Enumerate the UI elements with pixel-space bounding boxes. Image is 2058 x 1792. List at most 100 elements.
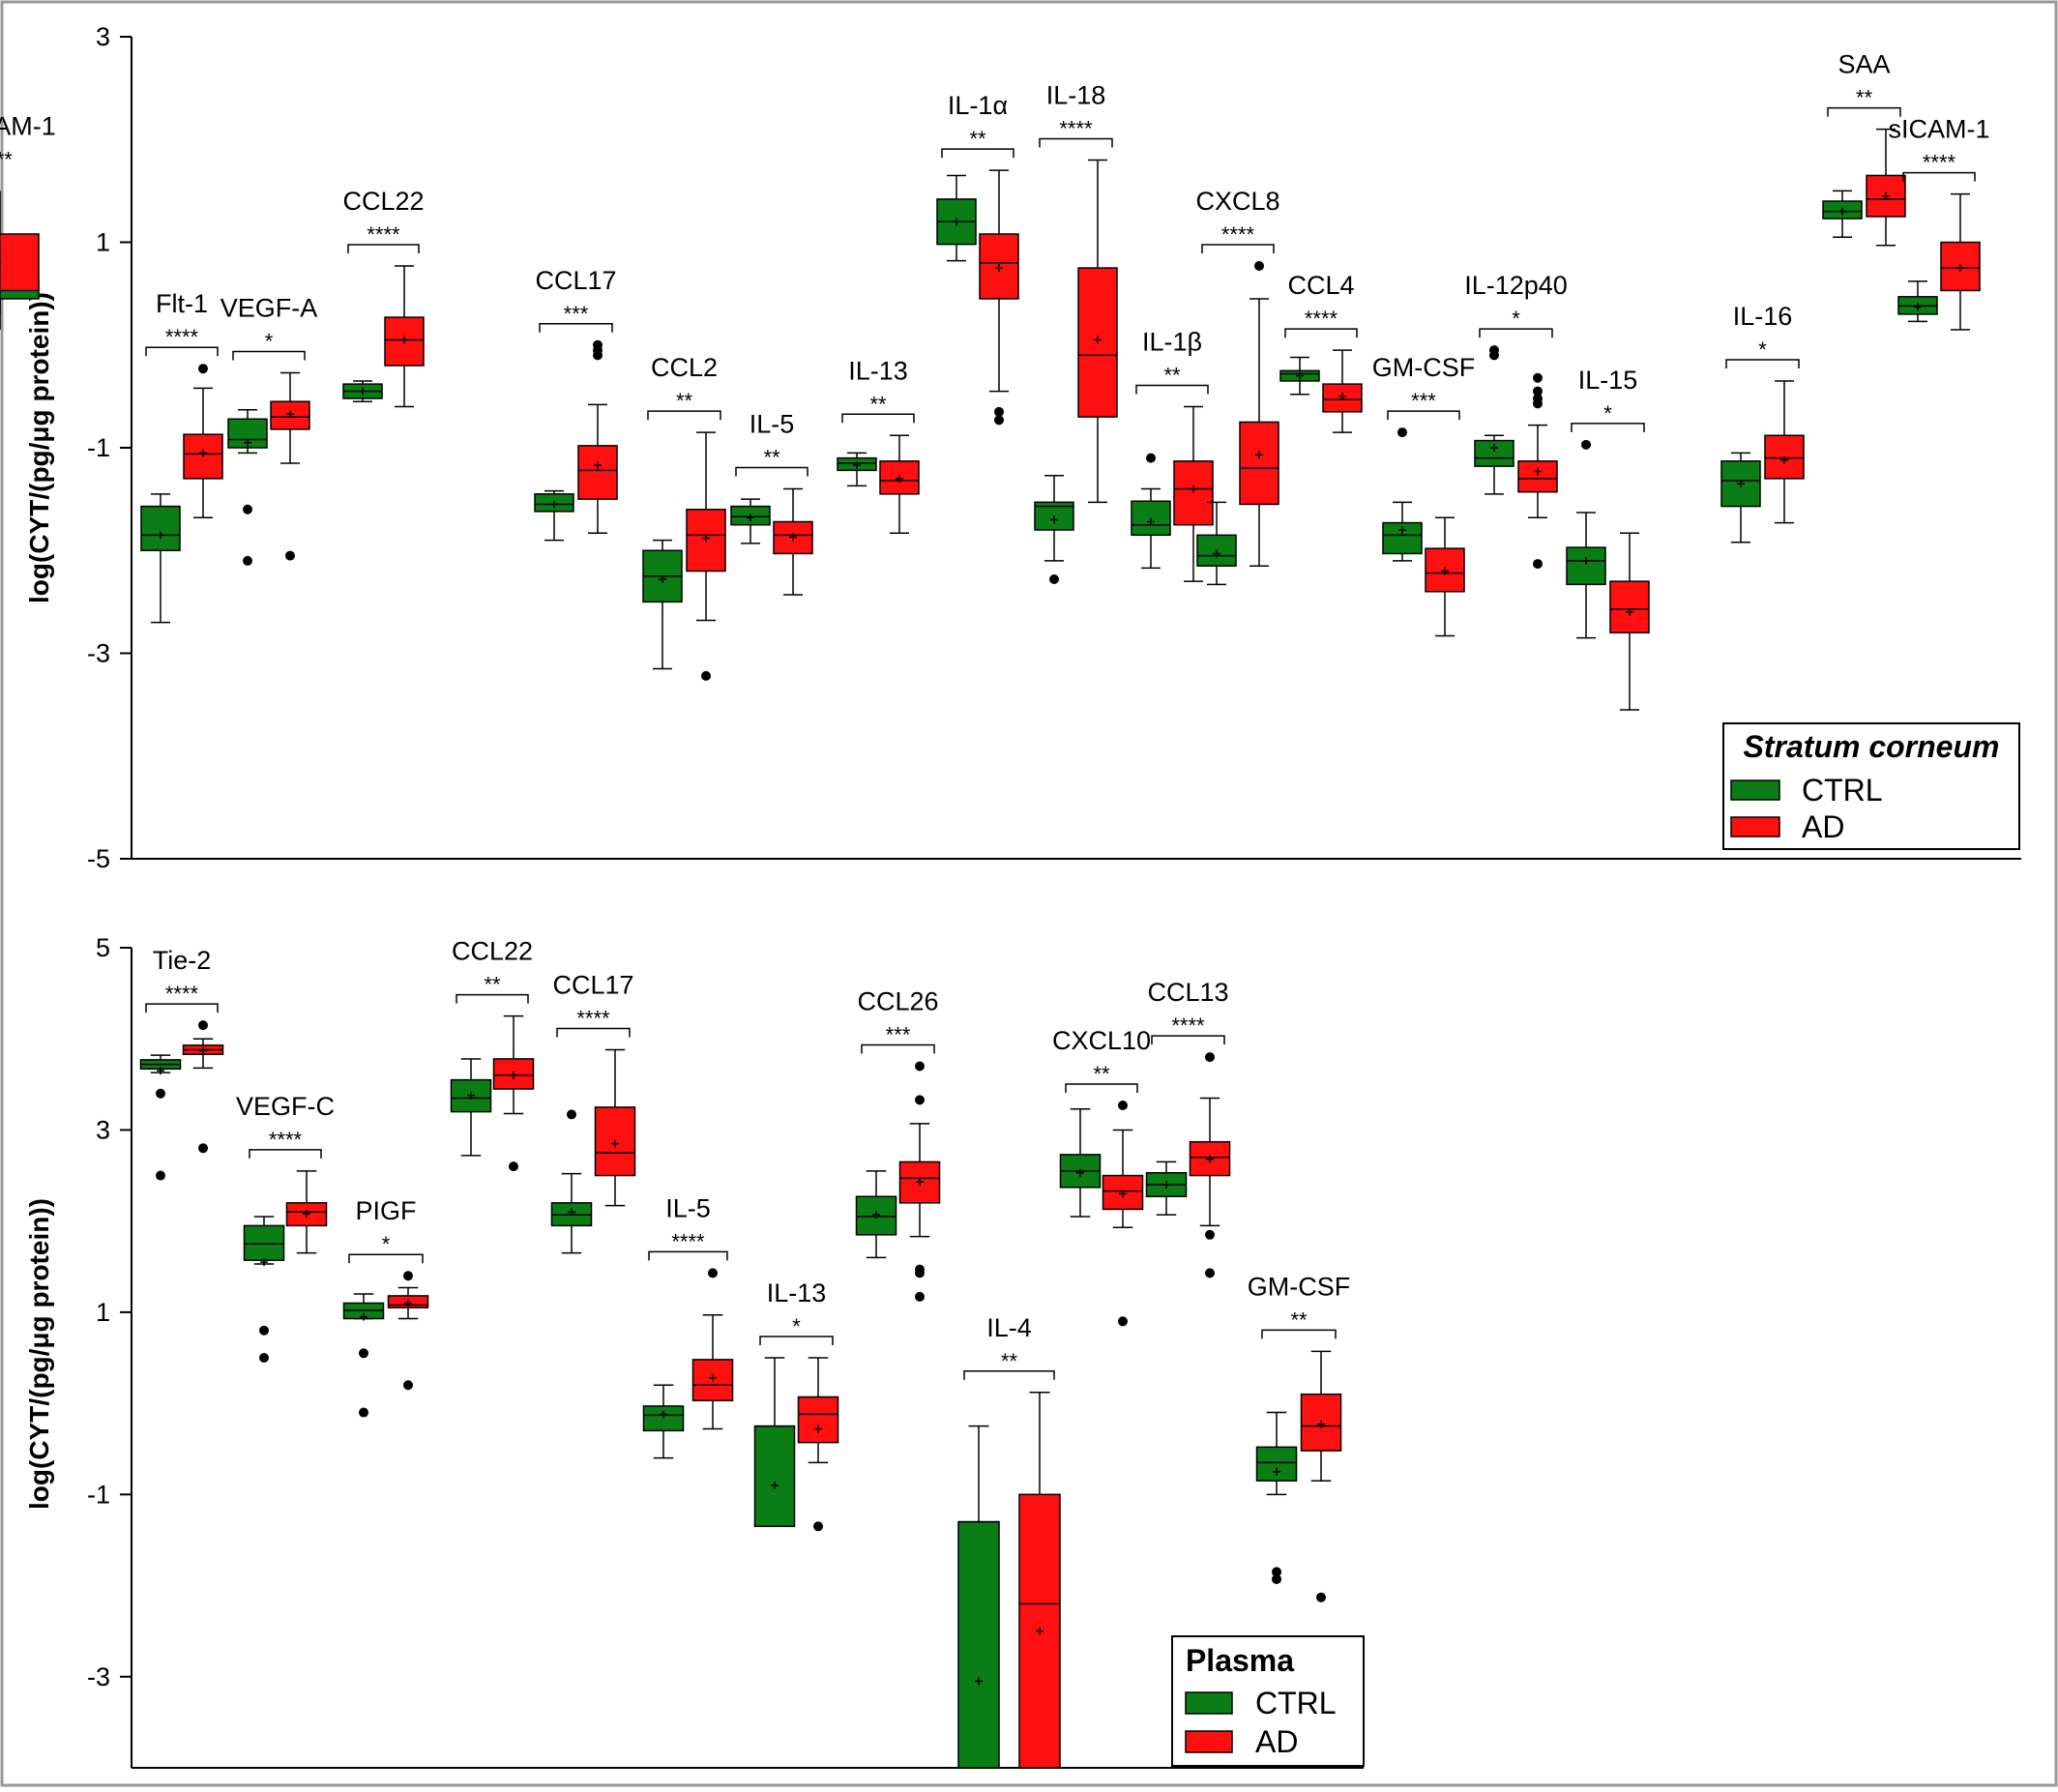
p1-sig-IL-12p40: * IL-12p40 bbox=[1464, 271, 1568, 338]
box-iqr bbox=[1517, 460, 1558, 493]
significance-bracket bbox=[647, 410, 721, 421]
significance-bracket bbox=[539, 323, 613, 333]
p1-box-CCL2-ad bbox=[686, 431, 726, 681]
p2-ytick-label-1: 3 bbox=[96, 1115, 110, 1144]
outlier-point bbox=[198, 1143, 208, 1154]
p2-sig-CCL22: ** CCL22 bbox=[452, 937, 533, 1004]
significance-stars: ** bbox=[1001, 1349, 1018, 1373]
p1-legend-title: Stratum corneum bbox=[1744, 729, 2000, 764]
cytokine-label: CCL4 bbox=[1287, 271, 1354, 300]
p2-box-GM-CSF-ad bbox=[1300, 1350, 1342, 1602]
cytokine-label: sICAM-1 bbox=[1888, 115, 1989, 144]
outlier-point bbox=[1254, 260, 1264, 271]
p2-ytick-label-3: -1 bbox=[87, 1480, 110, 1509]
outlier-point bbox=[198, 364, 208, 374]
significance-stars: *** bbox=[564, 302, 589, 326]
cytokine-label: Flt-1 bbox=[156, 289, 208, 318]
p1-sig-CCL2: ** CCL2 bbox=[647, 353, 721, 421]
cytokine-label: CXCL10 bbox=[1052, 1026, 1151, 1055]
p2-legend-ctrl-label: CTRL bbox=[1255, 1686, 1337, 1720]
significance-bracket bbox=[759, 1336, 834, 1345]
significance-stars: ** bbox=[1856, 86, 1873, 110]
p2-legend-ad-label: AD bbox=[1255, 1724, 1298, 1759]
p1-box-IL-15-ctrl bbox=[1566, 439, 1606, 639]
outlier-point bbox=[1205, 1052, 1215, 1063]
significance-bracket bbox=[1479, 328, 1553, 338]
outlier-point bbox=[1489, 350, 1499, 361]
cytokine-label: PIGF bbox=[355, 1196, 416, 1225]
p1-sig-GM-CSF: *** GM-CSF bbox=[1372, 353, 1475, 421]
outlier-point bbox=[403, 1380, 413, 1391]
p2-box-CCL22-ad bbox=[492, 1014, 535, 1172]
p1-sig-SAA: ** SAA bbox=[1827, 50, 1901, 117]
significance-stars: **** bbox=[165, 325, 199, 349]
p2-box-CCL26-ad bbox=[898, 1061, 941, 1302]
p2-box-Tie-2-ad bbox=[182, 1020, 224, 1154]
outlier-point bbox=[156, 1088, 165, 1099]
p2-sig-CCL26: *** CCL26 bbox=[857, 986, 939, 1054]
significance-stars: * bbox=[265, 329, 274, 353]
p2-y-label: log(CYT/(pg/μg protein)) bbox=[24, 1198, 54, 1510]
p1-box-sVCAM-1-ad bbox=[0, 191, 40, 330]
p1-box-IL-1β-ctrl bbox=[1131, 453, 1171, 570]
p1-sig-IL-1α: ** IL-1α bbox=[941, 91, 1014, 159]
outlier-point bbox=[593, 350, 603, 361]
significance-stars: **** bbox=[1221, 222, 1255, 247]
p1-box-IL-16-ad bbox=[1764, 380, 1805, 524]
p2-sig-GM-CSF: ** GM-CSF bbox=[1248, 1272, 1350, 1339]
box-iqr bbox=[1609, 580, 1650, 633]
significance-stars: * bbox=[1758, 338, 1767, 362]
significance-stars: * bbox=[792, 1314, 801, 1338]
outlier-point bbox=[243, 555, 252, 566]
p2-box-CCL26-ctrl bbox=[855, 1170, 897, 1259]
p2-box-IL-4-ad bbox=[1018, 1392, 1061, 1769]
outlier-point bbox=[915, 1268, 925, 1278]
outlier-point bbox=[813, 1521, 823, 1532]
significance-stars: * bbox=[382, 1232, 391, 1256]
p1-box-Flt-1-ad bbox=[183, 364, 223, 518]
p2-sig-CCL17: **** CCL17 bbox=[552, 971, 634, 1038]
outlier-point bbox=[1205, 1229, 1215, 1240]
p1-sig-IL-15: * IL-15 bbox=[1571, 366, 1645, 432]
p2-box-IL-5-ctrl bbox=[642, 1384, 685, 1459]
outlier-point bbox=[1397, 427, 1407, 438]
outlier-point bbox=[708, 1268, 718, 1278]
p1-legend-ad-swatch bbox=[1730, 816, 1780, 837]
significance-bracket bbox=[556, 1027, 631, 1038]
p1-box-CCL2-ctrl bbox=[642, 539, 683, 670]
cytokine-label: sVCAM-1 bbox=[0, 111, 56, 140]
significance-stars: *** bbox=[886, 1022, 911, 1046]
outlier-point bbox=[994, 406, 1004, 417]
p1-sig-IL-18: **** IL-18 bbox=[1039, 81, 1113, 148]
p2-box-IL-5-ad bbox=[691, 1268, 734, 1430]
significance-bracket bbox=[1571, 423, 1645, 432]
p1-sig-sICAM-1: **** sICAM-1 bbox=[1888, 115, 1990, 182]
cytokine-label: IL-5 bbox=[750, 410, 795, 439]
p1-box-CXCL8-ctrl bbox=[1196, 501, 1237, 586]
p1-ytick-label-0: 3 bbox=[96, 22, 110, 51]
p1-sig-Flt-1: **** Flt-1 bbox=[145, 289, 219, 357]
cytokine-label: IL-13 bbox=[848, 356, 908, 385]
cytokine-label: GM-CSF bbox=[1248, 1272, 1350, 1301]
cytokine-label: CXCL8 bbox=[1195, 187, 1279, 216]
outlier-point bbox=[915, 1095, 925, 1105]
significance-stars: ** bbox=[1290, 1307, 1308, 1332]
outlier-point bbox=[509, 1161, 518, 1172]
box-iqr bbox=[957, 1520, 1000, 1769]
significance-bracket bbox=[1039, 137, 1113, 148]
p1-box-GM-CSF-ctrl bbox=[1382, 427, 1423, 562]
box-iqr bbox=[797, 1395, 839, 1444]
box-iqr bbox=[1425, 547, 1465, 593]
p2-box-Tie-2-ctrl bbox=[139, 1054, 182, 1181]
cytokine-label: IL-12p40 bbox=[1464, 271, 1568, 300]
box-iqr bbox=[140, 505, 181, 551]
box-iqr bbox=[753, 1425, 796, 1528]
outlier-point bbox=[1316, 1592, 1326, 1602]
p2-legend-title: Plasma bbox=[1186, 1643, 1294, 1678]
significance-bracket bbox=[232, 350, 306, 361]
cytokine-label: IL-15 bbox=[1578, 366, 1638, 395]
cytokine-label: IL-16 bbox=[1733, 302, 1793, 331]
significance-stars: **** bbox=[1923, 151, 1956, 175]
cytokine-label: GM-CSF bbox=[1372, 353, 1475, 382]
